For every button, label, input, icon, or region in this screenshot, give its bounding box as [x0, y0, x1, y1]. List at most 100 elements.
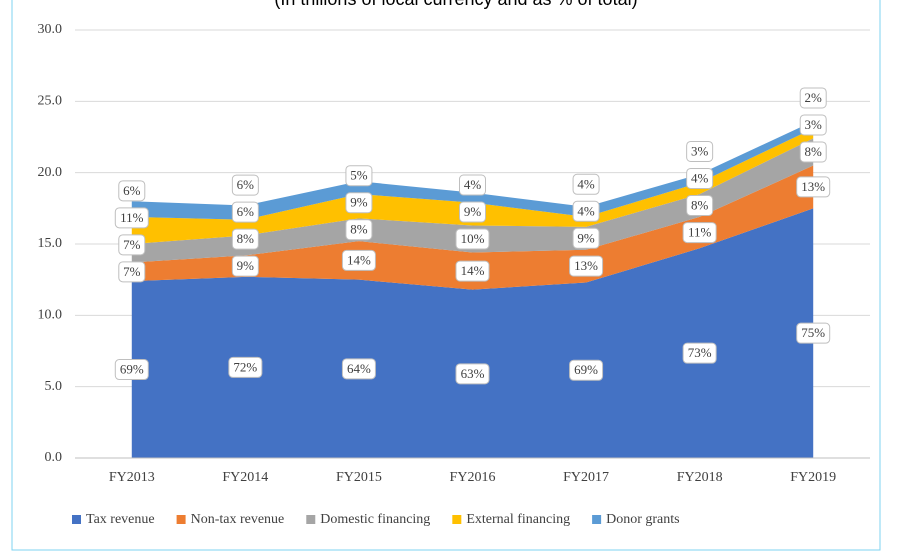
legend-swatch — [72, 515, 81, 524]
legend-label: Donor grants — [606, 512, 680, 527]
label-box — [455, 363, 490, 385]
y-tick-label: 30.0 — [38, 22, 63, 37]
data-label: 8% — [691, 197, 709, 212]
y-tick-label: 15.0 — [38, 236, 63, 251]
y-tick-label: 5.0 — [45, 379, 63, 394]
label-box — [799, 114, 827, 136]
label-box — [682, 222, 717, 244]
label-box — [118, 261, 146, 283]
data-label: 5% — [350, 168, 368, 183]
x-tick-label: FY2016 — [450, 470, 496, 485]
data-label: 13% — [801, 179, 825, 194]
data-label: 9% — [237, 258, 255, 273]
legend-label: Non-tax revenue — [191, 512, 285, 527]
data-label: 63% — [461, 366, 485, 381]
data-label: 6% — [237, 177, 255, 192]
label-box — [345, 219, 373, 241]
label-box — [455, 260, 490, 282]
legend-swatch — [176, 515, 186, 524]
label-box — [796, 322, 831, 344]
label-box — [455, 228, 490, 250]
label-box — [345, 165, 373, 187]
data-label: 69% — [574, 362, 598, 377]
label-box — [341, 249, 376, 271]
data-label: 6% — [123, 183, 141, 198]
legend-swatch — [592, 515, 602, 524]
data-label: 9% — [350, 195, 368, 210]
label-box — [231, 174, 259, 196]
data-label: 9% — [464, 204, 482, 219]
data-label: 10% — [461, 231, 485, 246]
data-label: 4% — [464, 177, 482, 192]
data-label: 4% — [577, 203, 595, 218]
area — [131, 121, 814, 220]
label-box — [231, 201, 259, 223]
label-box — [228, 356, 263, 378]
x-tick-label: FY2014 — [222, 470, 268, 485]
data-label: 4% — [577, 176, 595, 191]
chart-title: (In trillions of local currency and as %… — [274, 0, 637, 9]
label-box — [231, 228, 259, 250]
area — [131, 138, 814, 263]
y-tick-label: 20.0 — [38, 165, 63, 180]
label-box — [796, 176, 831, 198]
label-box — [572, 173, 600, 195]
y-tick-label: 25.0 — [38, 94, 63, 109]
data-label: 3% — [805, 117, 823, 132]
data-label: 7% — [123, 264, 141, 279]
label-box — [118, 234, 146, 256]
label-box — [569, 255, 604, 277]
area — [131, 165, 814, 290]
legend-label: External financing — [466, 512, 570, 527]
label-box — [459, 174, 486, 196]
chart-frame — [11, 0, 881, 551]
x-tick-label: FY2018 — [677, 470, 723, 485]
data-label: 9% — [577, 230, 595, 245]
data-label: 11% — [688, 225, 712, 240]
data-label: 2% — [805, 90, 823, 105]
x-tick-label: FY2015 — [336, 470, 382, 485]
label-box — [114, 207, 149, 229]
label-box — [799, 141, 827, 163]
label-box — [682, 342, 717, 364]
y-tick-label: 10.0 — [38, 308, 63, 323]
data-label: 64% — [347, 361, 371, 376]
label-box — [686, 167, 714, 189]
label-box — [569, 359, 604, 381]
label-box — [114, 359, 149, 381]
data-label: 11% — [120, 210, 144, 225]
label-box — [572, 200, 600, 222]
data-label: 3% — [691, 143, 709, 158]
label-box — [231, 255, 259, 277]
data-label: 73% — [688, 345, 712, 360]
x-tick-label: FY2017 — [563, 470, 609, 485]
label-box — [572, 227, 600, 249]
data-label: 13% — [574, 258, 598, 273]
y-tick-label: 0.0 — [45, 450, 63, 465]
data-label: 8% — [350, 222, 368, 237]
legend-label: Tax revenue — [86, 512, 155, 527]
data-label: 8% — [805, 144, 823, 159]
label-box — [118, 180, 146, 202]
legend-swatch — [452, 515, 462, 524]
label-box — [686, 194, 714, 216]
label-box — [459, 201, 486, 223]
data-label: 69% — [120, 362, 144, 377]
label-box — [799, 87, 827, 109]
label-box — [341, 358, 376, 380]
x-tick-label: FY2019 — [790, 470, 836, 485]
area — [131, 208, 814, 458]
data-label: 4% — [691, 170, 709, 185]
label-box — [345, 192, 373, 214]
legend-swatch — [306, 515, 316, 524]
x-tick-label: FY2013 — [109, 470, 155, 485]
data-label: 14% — [461, 263, 485, 278]
data-label: 75% — [801, 325, 825, 340]
data-label: 8% — [237, 231, 255, 246]
legend-label: Domestic financing — [320, 512, 430, 527]
data-label: 14% — [347, 252, 371, 267]
area — [131, 128, 814, 244]
data-label: 7% — [123, 237, 141, 252]
data-label: 72% — [233, 359, 257, 374]
